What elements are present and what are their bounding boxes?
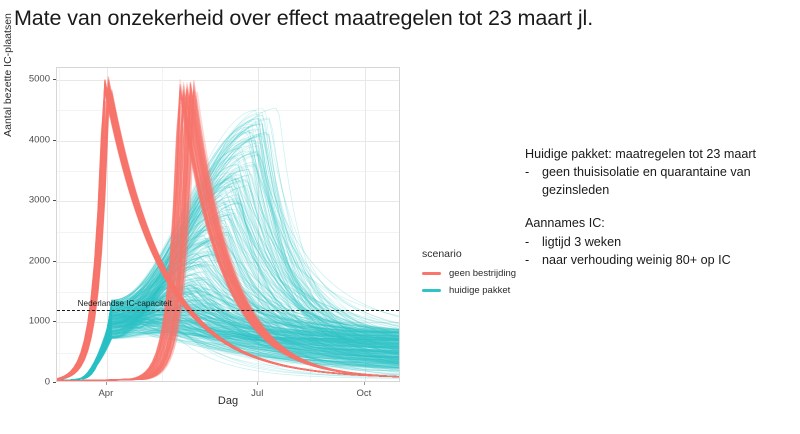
x-axis-title: Dag [217, 395, 239, 407]
y-tick-label: 5000 [28, 73, 50, 85]
legend-item-huidige-pakket[interactable]: huidige pakket [422, 285, 516, 296]
y-axis-title: Aantal bezette IC-plaatsen [2, 13, 14, 137]
y-tick-mark [53, 79, 56, 81]
plot-panel: Nederlandse IC-capaciteit [56, 67, 400, 382]
bullet-dash: - [525, 165, 530, 180]
chart-legend: scenario geen bestrijding huidige pakket [422, 248, 516, 302]
ic-capacity-label: Nederlandse IC-capaciteit [77, 299, 172, 309]
grid-line-horizontal-minor [57, 231, 399, 233]
y-tick-mark [53, 200, 56, 202]
legend-item-label: huidige pakket [449, 285, 511, 296]
grid-line-vertical-minor [309, 68, 311, 381]
legend-item-label: geen bestrijding [449, 268, 517, 279]
grid-line-vertical [258, 68, 260, 381]
grid-line-horizontal [57, 201, 399, 203]
notes-bullet-2: - ligtijd 3 weken [525, 233, 793, 251]
legend-title: scenario [422, 248, 462, 260]
y-tick-label: 1000 [28, 315, 50, 327]
y-tick-label: 4000 [28, 134, 50, 146]
notes-bullet-3: - naar verhouding weinig 80+ op IC [525, 251, 793, 269]
x-tick-mark [105, 382, 107, 385]
notes-heading-2: Aannames IC: [525, 216, 605, 231]
series-geen-bestrijding [57, 76, 399, 381]
grid-line-horizontal [57, 80, 399, 82]
y-tick-label: 3000 [28, 194, 50, 206]
legend-color-swatch [422, 272, 441, 275]
grid-line-vertical-minor [58, 68, 60, 381]
bullet-dash: - [525, 252, 530, 267]
x-tick-label: Oct [356, 388, 372, 399]
y-tick-mark [53, 321, 56, 323]
y-tick-label: 2000 [28, 255, 50, 267]
grid-line-horizontal-minor [57, 110, 399, 112]
grid-line-horizontal [57, 140, 399, 142]
notes-bullet-1: - geen thuisisolatie en quarantaine van … [525, 163, 793, 199]
bullet-dash: - [525, 234, 530, 249]
grid-line-horizontal-minor [57, 352, 399, 354]
y-tick-label: 0 [44, 376, 50, 388]
y-tick-mark [53, 260, 56, 262]
bullet-text: geen thuisisolatie en quarantaine van ge… [542, 165, 751, 198]
grid-line-horizontal [57, 261, 399, 263]
grid-line-horizontal [57, 322, 399, 324]
bullet-text: ligtijd 3 weken [542, 234, 622, 249]
legend-color-swatch [422, 289, 441, 292]
x-tick-mark [257, 382, 259, 385]
notes-spacer [525, 199, 793, 214]
grid-line-vertical [364, 68, 366, 381]
grid-line-horizontal-minor [57, 292, 399, 294]
x-tick-label: Jul [251, 388, 264, 399]
y-tick-mark [53, 139, 56, 141]
plot-curves [57, 76, 399, 381]
series-huidige-pakket [57, 107, 399, 381]
grid-line-vertical-minor [161, 68, 163, 381]
x-tick-label: Apr [98, 388, 114, 399]
notes-block: Huidige pakket: maatregelen tot 23 maart… [525, 145, 793, 269]
legend-item-geen-bestrijding[interactable]: geen bestrijding [422, 268, 516, 279]
y-tick-mark [53, 382, 56, 383]
notes-heading-1: Huidige pakket: maatregelen tot 23 maart [525, 147, 757, 161]
chart-figure: Aantal bezette IC-plaatsen Dag 0 1000 2000… [0, 13, 520, 430]
grid-line-horizontal-minor [57, 170, 399, 172]
x-tick-mark [363, 382, 365, 385]
ic-capacity-line [57, 310, 399, 312]
grid-line-vertical [106, 68, 108, 381]
bullet-text: naar verhouding weinig 80+ op IC [542, 252, 731, 267]
page-title: Mate van onzekerheid over effect maatreg… [14, 6, 594, 30]
